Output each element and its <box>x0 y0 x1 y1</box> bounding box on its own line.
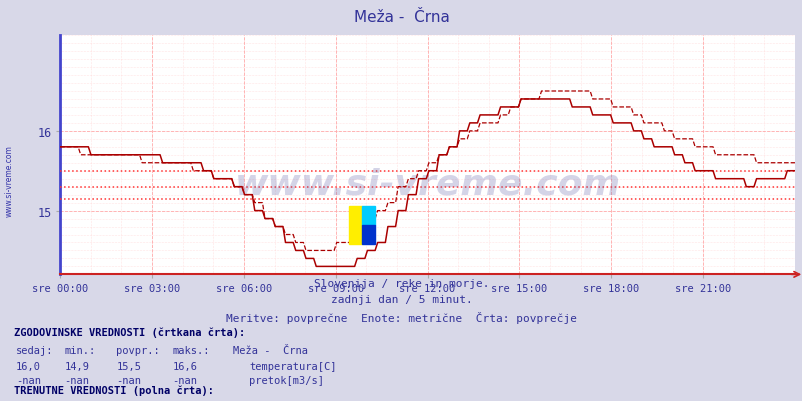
Bar <box>349 207 362 245</box>
Bar <box>362 207 375 225</box>
Text: maks.:: maks.: <box>172 345 210 355</box>
Text: zadnji dan / 5 minut.: zadnji dan / 5 minut. <box>330 295 472 305</box>
Text: -nan: -nan <box>16 375 41 385</box>
Text: -nan: -nan <box>64 375 89 385</box>
Text: www.si-vreme.com: www.si-vreme.com <box>234 167 620 201</box>
Bar <box>362 225 375 245</box>
Text: pretok[m3/s]: pretok[m3/s] <box>249 375 323 385</box>
Text: www.si-vreme.com: www.si-vreme.com <box>5 145 14 216</box>
Text: povpr.:: povpr.: <box>116 345 160 355</box>
Text: 14,9: 14,9 <box>64 361 89 371</box>
Text: temperatura[C]: temperatura[C] <box>249 361 336 371</box>
Text: -nan: -nan <box>116 375 141 385</box>
Text: ZGODOVINSKE VREDNOSTI (črtkana črta):: ZGODOVINSKE VREDNOSTI (črtkana črta): <box>14 327 245 337</box>
Text: Meritve: povprečne  Enote: metrične  Črta: povprečje: Meritve: povprečne Enote: metrične Črta:… <box>225 311 577 323</box>
Text: Meža -  Črna: Meža - Črna <box>233 345 307 355</box>
Text: 16,6: 16,6 <box>172 361 197 371</box>
Text: Slovenija / reke in morje.: Slovenija / reke in morje. <box>314 279 488 289</box>
Text: Meža -  Črna: Meža - Črna <box>353 10 449 25</box>
Text: 15,5: 15,5 <box>116 361 141 371</box>
Text: sedaj:: sedaj: <box>16 345 54 355</box>
Text: TRENUTNE VREDNOSTI (polna črta):: TRENUTNE VREDNOSTI (polna črta): <box>14 385 214 395</box>
Text: 16,0: 16,0 <box>16 361 41 371</box>
Text: min.:: min.: <box>64 345 95 355</box>
Text: -nan: -nan <box>172 375 197 385</box>
